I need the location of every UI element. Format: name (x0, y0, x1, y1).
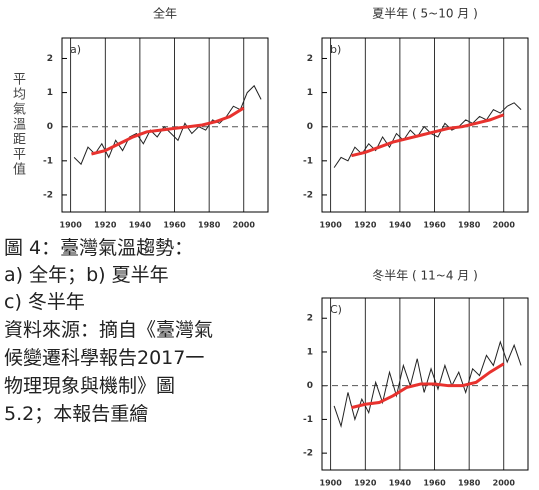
chart-title: 夏半年 ( 5~10 月 ) (372, 7, 478, 21)
y-tick-label: -2 (43, 190, 53, 200)
y-tick-label: 0 (47, 122, 53, 132)
caption-line: 物理現象與機制》圖 (4, 375, 176, 397)
y-tick-label: 1 (307, 88, 313, 98)
x-tick-label: 1980 (458, 479, 481, 488)
y-tick-label: 0 (307, 381, 313, 391)
x-tick-label: 1900 (320, 479, 343, 488)
y-tick-label: 0 (307, 122, 313, 132)
y-tick-label: 1 (307, 347, 313, 357)
x-tick-label: 1900 (320, 221, 343, 230)
panel-label: C) (330, 303, 342, 316)
y-tick-label: -1 (303, 415, 313, 425)
y-tick-label: -2 (303, 449, 313, 459)
panel-label: b) (330, 43, 341, 56)
x-tick-label: 1980 (198, 221, 221, 230)
series-line (351, 113, 505, 158)
plot-frame (61, 37, 269, 213)
x-tick-label: 2000 (493, 479, 516, 488)
x-tick-label: 1920 (354, 479, 377, 488)
x-tick-label: 2000 (493, 221, 516, 230)
y-axis-label: 平均氣溫距平值 (10, 72, 25, 177)
caption-line: 5.2；本報告重繪 (4, 403, 149, 425)
x-tick-label: 1960 (423, 479, 446, 488)
plot-frame (321, 37, 529, 213)
series-line (333, 340, 522, 429)
caption-line: 圖 4：臺灣氣溫趨勢： (4, 237, 194, 259)
caption-line: 候變遷科學報告2017一 (4, 347, 205, 369)
y-tick-label: 2 (307, 314, 313, 324)
caption-line: c) 冬半年 (4, 291, 85, 313)
x-tick-label: 1980 (458, 221, 481, 230)
y-tick-label: 2 (47, 54, 53, 64)
caption-line: 資料來源：摘自《臺灣氣 (4, 319, 214, 341)
x-tick-label: 1940 (389, 221, 412, 230)
y-tick-label: -1 (43, 156, 53, 166)
y-tick-label: 1 (47, 88, 53, 98)
y-tick-label: -2 (303, 190, 313, 200)
panel-label: a) (70, 43, 81, 56)
plot-frame (321, 297, 529, 471)
x-tick-label: 1960 (423, 221, 446, 230)
x-tick-label: 1960 (163, 221, 186, 230)
y-tick-label: 2 (307, 54, 313, 64)
x-tick-label: 1920 (354, 221, 377, 230)
series-line (333, 102, 522, 168)
x-tick-label: 1920 (94, 221, 117, 230)
x-tick-label: 1940 (129, 221, 152, 230)
series-line (91, 106, 245, 156)
chart-title: 全年 (153, 6, 177, 21)
chart-title: 冬半年 ( 11~4 月 ) (372, 268, 478, 283)
x-tick-label: 1900 (60, 221, 83, 230)
x-tick-label: 2000 (233, 221, 256, 230)
y-tick-label: -1 (303, 156, 313, 166)
x-tick-label: 1940 (389, 479, 412, 488)
caption-line: a) 全年；b) 夏半年 (4, 264, 169, 286)
series-line (351, 362, 505, 410)
